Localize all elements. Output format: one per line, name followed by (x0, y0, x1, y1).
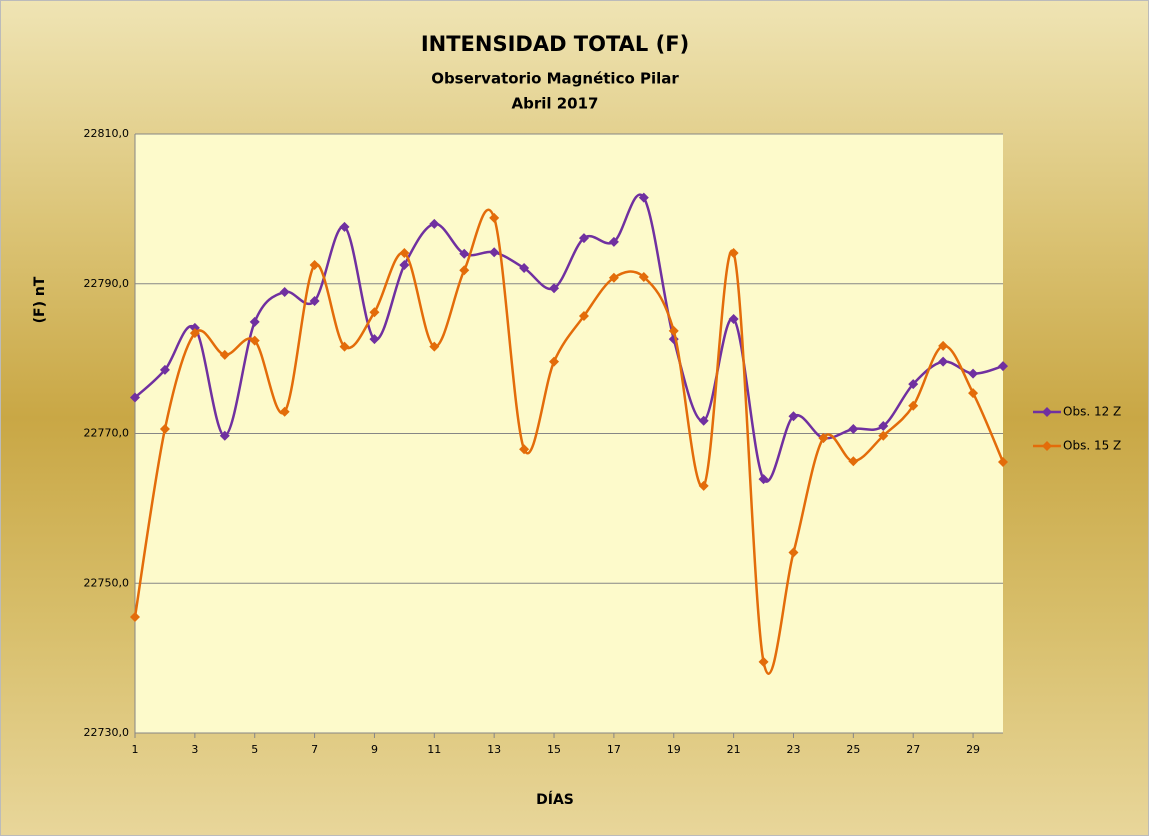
point (878, 421, 889, 432)
point (279, 406, 290, 417)
point (309, 260, 320, 271)
x-tick-label: 3 (191, 743, 198, 756)
point (998, 361, 1008, 372)
x-tick-label: 23 (786, 743, 800, 756)
point (369, 334, 380, 345)
point (698, 415, 709, 426)
point (938, 340, 949, 351)
point (189, 328, 200, 339)
x-tick-label: 1 (132, 743, 139, 756)
point (578, 233, 589, 244)
x-tick-label: 27 (906, 743, 920, 756)
point (848, 456, 859, 467)
point (429, 218, 440, 229)
point (908, 379, 919, 390)
point (998, 456, 1008, 467)
point (818, 432, 829, 443)
point (339, 221, 350, 232)
y-tick-label: 22770,0 (84, 427, 130, 440)
y-tick-label: 22810,0 (84, 127, 130, 140)
x-tick-label: 15 (547, 743, 561, 756)
point (339, 341, 350, 352)
x-tick-label: 7 (311, 743, 318, 756)
point (309, 295, 320, 306)
point (728, 313, 739, 324)
point (668, 325, 679, 336)
y-tick-label: 22790,0 (84, 277, 130, 290)
series-line (134, 193, 1004, 483)
chart-subtitle: Abril 2017 (512, 95, 599, 113)
point (758, 656, 769, 667)
point (399, 260, 410, 271)
chart-subtitle: Observatorio Magnético Pilar (431, 70, 679, 88)
y-tick-label: 22750,0 (84, 576, 130, 589)
x-tick-label: 19 (667, 743, 681, 756)
point (249, 316, 260, 327)
point (519, 263, 530, 274)
point (968, 388, 979, 399)
point (159, 364, 170, 375)
point (638, 272, 649, 283)
legend-label: Obs. 15 Z (1063, 439, 1121, 453)
point (489, 212, 500, 223)
point (219, 430, 230, 441)
point (608, 236, 619, 247)
point (489, 247, 500, 258)
point (878, 430, 889, 441)
point (938, 356, 949, 367)
y-axis-label: (F) nT (32, 276, 48, 323)
point (159, 424, 170, 435)
legend-marker (1042, 441, 1052, 451)
point (399, 248, 410, 259)
legend-label: Obs. 12 Z (1063, 405, 1121, 419)
x-axis-label: DÍAS (536, 791, 574, 808)
point (549, 283, 560, 294)
point (249, 335, 260, 346)
x-tick-label: 29 (966, 743, 980, 756)
point (638, 192, 649, 203)
point (459, 265, 470, 276)
point (968, 368, 979, 379)
x-tick-label: 11 (427, 743, 441, 756)
point (219, 349, 230, 360)
x-tick-label: 9 (371, 743, 378, 756)
x-tick-label: 13 (487, 743, 501, 756)
point (908, 400, 919, 411)
point (728, 248, 739, 259)
point (698, 480, 709, 491)
point (578, 310, 589, 321)
x-tick-label: 5 (251, 743, 258, 756)
x-tick-label: 25 (846, 743, 860, 756)
chart-title: INTENSIDAD TOTAL (F) (421, 32, 689, 56)
point (788, 547, 799, 558)
point (459, 248, 470, 259)
point (519, 444, 530, 455)
legend-marker (1042, 407, 1052, 417)
x-tick-label: 21 (727, 743, 741, 756)
y-tick-label: 22730,0 (84, 726, 130, 739)
point (279, 286, 290, 297)
point (549, 356, 560, 367)
point (369, 307, 380, 318)
point (848, 424, 859, 435)
point (130, 611, 140, 622)
x-tick-label: 17 (607, 743, 621, 756)
point (608, 272, 619, 283)
point (130, 392, 140, 403)
point (429, 341, 440, 352)
point (758, 474, 769, 485)
point (788, 411, 799, 422)
